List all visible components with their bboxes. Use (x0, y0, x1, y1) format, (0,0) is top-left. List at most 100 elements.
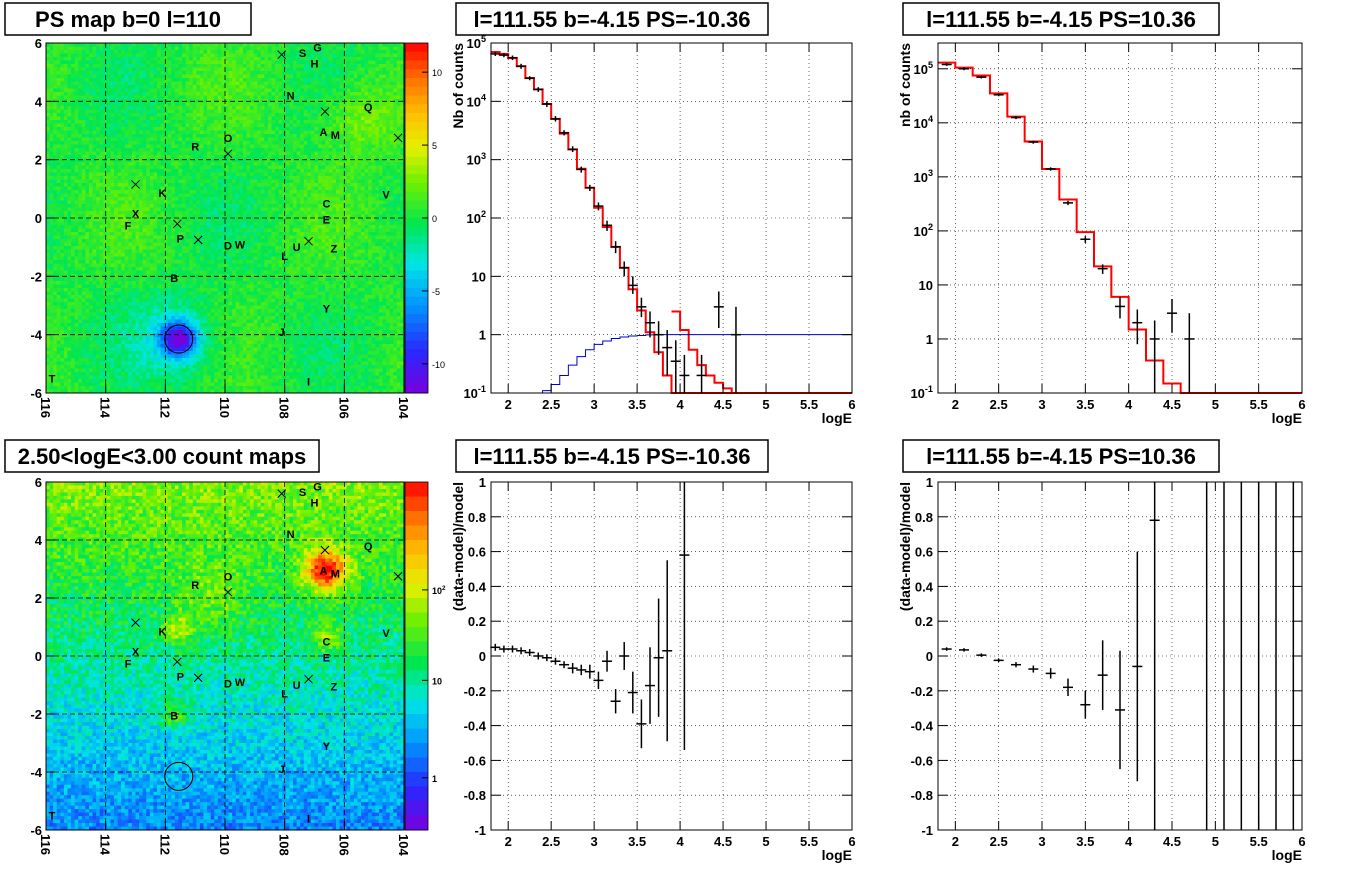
map-cell (167, 78, 172, 82)
map-cell (60, 193, 65, 198)
map-cell (78, 260, 83, 264)
map-cell (124, 337, 129, 341)
map-cell (189, 249, 194, 254)
map-cell (221, 43, 226, 47)
map-cell (135, 179, 140, 184)
map-cell (221, 186, 226, 191)
map-cell (71, 190, 76, 194)
map-cell (67, 120, 72, 124)
map-cell (171, 228, 176, 233)
map-cell (114, 239, 118, 243)
map-cell (146, 109, 151, 114)
map-cell (221, 165, 226, 170)
map-cell (221, 277, 226, 282)
map-cell (85, 123, 90, 128)
map-cell (189, 309, 194, 313)
map-cell (178, 88, 183, 93)
map-cell (139, 57, 144, 61)
map-cell (96, 64, 101, 68)
map-cell (189, 228, 194, 233)
map-cell (207, 344, 212, 348)
map-cell (207, 176, 212, 180)
map-cell (85, 60, 90, 65)
map-cell (135, 351, 140, 355)
map-cell (74, 239, 79, 243)
map-cell (131, 344, 136, 348)
map-cell (210, 316, 215, 320)
map-cell (81, 214, 86, 219)
map-cell (207, 302, 212, 306)
map-cell (185, 109, 190, 114)
map-cell (207, 207, 212, 212)
map-cell (135, 288, 140, 292)
map-cell (110, 249, 115, 254)
map-cell (67, 134, 72, 138)
map-cell (60, 43, 65, 47)
map-cell (189, 284, 194, 289)
map-cell (96, 256, 101, 261)
map-cell (153, 144, 158, 149)
map-cell (203, 225, 208, 229)
map-cell (221, 330, 226, 334)
map-cell (221, 333, 226, 338)
map-cell (92, 372, 97, 376)
map-cell (96, 235, 101, 240)
map-cell (121, 165, 126, 170)
map-cell (110, 295, 115, 299)
map-cell (221, 74, 226, 79)
map-cell (99, 358, 104, 362)
map-cell (210, 337, 215, 341)
map-cell (167, 312, 172, 317)
map-cell (88, 169, 93, 173)
map-cell (56, 379, 61, 383)
map-cell (164, 263, 169, 268)
map-cell (160, 123, 165, 128)
map-cell (88, 81, 93, 86)
map-cell (96, 218, 101, 222)
map-cell (139, 46, 144, 51)
map-cell (78, 337, 83, 341)
map-cell (74, 277, 79, 282)
map-cell (221, 368, 226, 373)
map-cell (110, 330, 115, 334)
map-cell (131, 144, 136, 149)
map-cell (203, 116, 208, 121)
map-cell (153, 99, 158, 103)
map-cell (74, 267, 79, 271)
map-cell (110, 232, 115, 236)
map-cell (78, 50, 83, 54)
map-cell (46, 60, 50, 65)
map-cell (74, 162, 79, 166)
map-cell (185, 372, 190, 376)
map-cell (171, 389, 176, 394)
map-cell (199, 232, 204, 236)
map-cell (128, 267, 133, 271)
map-cell (214, 127, 219, 131)
map-cell (192, 242, 197, 247)
map-cell (110, 354, 115, 359)
map-cell (124, 158, 129, 163)
map-cell (124, 207, 129, 212)
map-cell (156, 183, 161, 187)
map-cell (185, 389, 190, 394)
map-cell (67, 288, 72, 292)
map-cell (203, 183, 208, 187)
map-cell (121, 382, 126, 387)
map-cell (124, 172, 129, 177)
map-cell (207, 130, 212, 135)
map-cell (153, 246, 158, 250)
map-cell (192, 144, 197, 149)
map-cell (110, 214, 115, 219)
map-cell (74, 127, 79, 131)
map-cell (135, 239, 140, 243)
map-cell (153, 165, 158, 170)
map-cell (114, 354, 118, 359)
map-cell (135, 358, 140, 362)
map-cell (92, 116, 97, 121)
map-cell (71, 288, 76, 292)
map-cell (156, 109, 161, 114)
map-cell (203, 197, 208, 201)
map-cell (121, 169, 126, 173)
map-cell (164, 218, 169, 222)
map-cell (210, 162, 215, 166)
